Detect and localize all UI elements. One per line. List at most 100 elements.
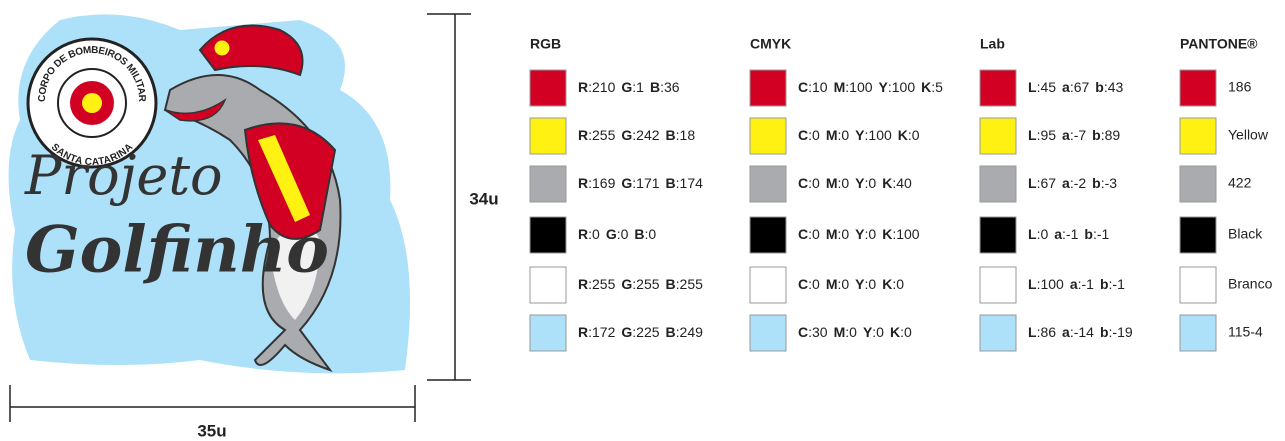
value-number: :255 [588,127,615,143]
value-number: :174 [676,175,703,191]
value-number: :0 [872,324,884,340]
value-number: :0 [837,175,849,191]
swatch [979,216,1017,254]
value-number: :18 [676,127,696,143]
dolphin-cap [198,24,304,77]
value-key: Y [855,127,865,143]
column-header: CMYK [750,36,791,52]
value-key: L [1028,324,1037,340]
value-number: :0 [588,226,600,242]
value-number: :0 [865,175,877,191]
value-key: L [1028,276,1037,292]
column-header: Lab [980,36,1005,52]
value-key: M [834,79,846,95]
color-value: R:210 G:1 B:36 [578,79,680,95]
color-value: C:0 M:0 Y:0 K:0 [798,276,904,292]
color-value: R:255 G:242 B:18 [578,127,695,143]
value-number: :0 [865,226,877,242]
value-number: :95 [1037,127,1057,143]
value-key: b [1092,127,1101,143]
value-number: :0 [1037,226,1049,242]
color-value: L:45 a:67 b:43 [1028,79,1124,95]
value-key: C [798,276,808,292]
value-key: M [826,226,838,242]
value-key: R [578,127,588,143]
value-number: :36 [660,79,680,95]
swatch [529,117,567,155]
badge-emblem-center [82,93,102,113]
swatch [979,266,1017,304]
value-key: B [666,127,676,143]
value-key: C [798,175,808,191]
swatch [1179,266,1217,304]
value-number: :0 [808,127,820,143]
color-value: 115-4 [1228,324,1263,340]
color-value: L:0 a:-1 b:-1 [1028,226,1110,242]
value-number: :171 [632,175,659,191]
value-number: :0 [808,226,820,242]
column-header: PANTONE® [1180,36,1258,52]
swatch [749,266,787,304]
color-value: 422 [1228,175,1252,191]
value-key: L [1028,226,1037,242]
swatch [749,117,787,155]
value-key: a [1070,276,1078,292]
swatch [529,266,567,304]
value-number: :100 [892,226,919,242]
swatch [1179,69,1217,107]
value-number: :-3 [1101,175,1118,191]
value-key: R [578,226,588,242]
color-value: C:0 M:0 Y:0 K:40 [798,175,912,191]
value-number: :-19 [1109,324,1133,340]
cap-emblem [211,37,233,59]
column-header: RGB [530,36,561,52]
color-value: 186 [1228,79,1252,95]
color-value: Black [1228,226,1263,242]
swatch [979,69,1017,107]
value-number: :0 [645,226,657,242]
value-number: :0 [845,324,857,340]
value-key: b [1095,79,1104,95]
swatch [1179,314,1217,352]
value-key: L [1028,127,1037,143]
color-value: L:95 a:-7 b:89 [1028,127,1120,143]
value-key: L [1028,175,1037,191]
value-key: R [578,79,588,95]
vest-stripe [258,135,310,222]
color-value: L:100 a:-1 b:-1 [1028,276,1125,292]
color-value: R:172 G:225 B:249 [578,324,703,340]
value-key: Y [855,226,865,242]
logo-line1: Projeto [24,144,223,207]
value-number: :0 [865,276,877,292]
value-number: :0 [900,324,912,340]
value-number: :30 [808,324,828,340]
value-number: :100 [865,127,892,143]
value-key: G [621,127,632,143]
value-key: C [798,79,808,95]
value-key: C [798,324,808,340]
color-value: C:30 M:0 Y:0 K:0 [798,324,912,340]
value-number: :172 [588,324,615,340]
swatch [529,165,567,203]
value-key: G [621,276,632,292]
value-key: a [1062,127,1070,143]
value-number: :-1 [1078,276,1095,292]
value-key: Y [879,79,889,95]
value-key: K [921,79,931,95]
value-number: :-14 [1070,324,1094,340]
value-number: :100 [845,79,872,95]
value-key: K [882,276,892,292]
value-key: B [666,324,676,340]
value-number: :-2 [1070,175,1087,191]
value-key: b [1100,276,1109,292]
value-key: G [621,79,632,95]
logo: CORPO DE BOMBEIROS MILITAR SANTA CATARIN… [8,14,410,374]
value-number: :-1 [1109,276,1126,292]
value-number: :0 [908,127,920,143]
height-label: 34u [469,189,498,208]
value-number: :249 [676,324,703,340]
value-number: :43 [1104,79,1124,95]
swatch [529,216,567,254]
